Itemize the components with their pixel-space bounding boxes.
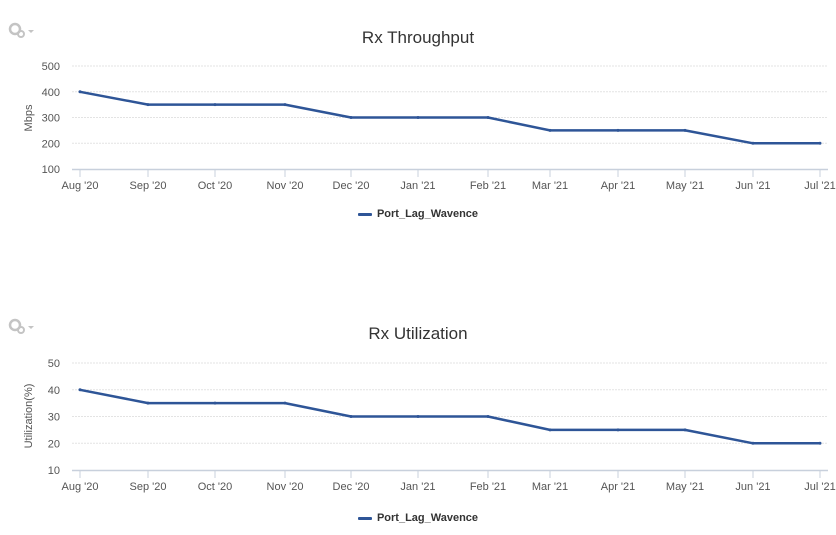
x-tick-label: May '21 xyxy=(666,481,704,493)
legend-item[interactable]: Port_Lag_Wavence xyxy=(0,512,836,524)
y-tick-label: 40 xyxy=(48,385,60,397)
y-tick-label: 50 xyxy=(48,358,60,370)
data-point[interactable] xyxy=(751,441,755,445)
legend-label: Port_Lag_Wavence xyxy=(376,512,479,525)
x-tick-label: May '21 xyxy=(666,180,704,192)
data-point[interactable] xyxy=(78,90,82,94)
x-tick-label: Feb '21 xyxy=(470,180,506,192)
gear-icon[interactable] xyxy=(8,22,36,38)
y-tick-label: 20 xyxy=(48,438,60,450)
data-point[interactable] xyxy=(548,428,552,432)
x-tick-label: Feb '21 xyxy=(470,481,506,493)
x-tick-label: Jun '21 xyxy=(735,180,770,192)
x-tick-label: Sep '20 xyxy=(130,180,167,192)
x-tick-label: Apr '21 xyxy=(601,481,636,493)
legend-label: Port_Lag_Wavence xyxy=(376,208,479,221)
data-point[interactable] xyxy=(416,116,420,119)
data-point[interactable] xyxy=(548,128,552,132)
data-point[interactable] xyxy=(78,388,82,392)
x-tick-label: Nov '20 xyxy=(267,481,304,493)
y-axis-label: Utilization(%) xyxy=(23,384,35,449)
data-point[interactable] xyxy=(213,103,217,107)
data-point[interactable] xyxy=(751,141,755,145)
data-point[interactable] xyxy=(616,128,620,132)
data-point[interactable] xyxy=(349,116,353,119)
x-tick-label: Dec '20 xyxy=(333,180,370,192)
y-tick-label: 10 xyxy=(48,465,60,477)
x-tick-label: Sep '20 xyxy=(130,481,167,493)
line-chart-rx-throughput[interactable]: 100 200 300 400 500 Aug '20 Sep '20 Oct '20 Nov … xyxy=(0,0,836,200)
x-tick-label: Mar '21 xyxy=(532,481,568,493)
data-point[interactable] xyxy=(283,103,287,107)
data-point[interactable] xyxy=(486,116,490,119)
x-tick-label: Oct '20 xyxy=(198,180,233,192)
data-point[interactable] xyxy=(416,415,420,418)
x-tick-label: Aug '20 xyxy=(62,180,99,192)
x-tick-label: Jul '21 xyxy=(804,180,835,192)
gear-icon[interactable] xyxy=(8,318,36,334)
y-tick-label: 400 xyxy=(42,87,60,99)
y-tick-label: 30 xyxy=(48,412,60,424)
y-tick-label: 500 xyxy=(42,61,60,73)
legend-swatch xyxy=(357,516,372,520)
data-point[interactable] xyxy=(616,428,620,432)
x-tick-label: Aug '20 xyxy=(62,481,99,493)
x-tick-label: Jan '21 xyxy=(400,180,435,192)
x-tick-label: Oct '20 xyxy=(198,481,233,493)
x-tick-label: Jan '21 xyxy=(400,481,435,493)
data-point[interactable] xyxy=(818,141,822,145)
y-tick-label: 200 xyxy=(42,138,60,150)
y-tick-label: 100 xyxy=(42,164,60,176)
series-line[interactable] xyxy=(79,90,820,145)
x-tick-label: Nov '20 xyxy=(267,180,304,192)
chart-panel-rx-throughput: Rx Throughput 100 200 300 400 500 Aug '20 Sep … xyxy=(0,0,836,260)
x-tick-label: Jul '21 xyxy=(804,481,835,493)
data-point[interactable] xyxy=(486,415,490,418)
x-tick-label: Mar '21 xyxy=(532,180,568,192)
data-point[interactable] xyxy=(683,128,687,132)
legend-swatch xyxy=(357,212,372,216)
data-point[interactable] xyxy=(818,441,822,445)
y-axis-label: Mbps xyxy=(23,104,35,131)
legend-item[interactable]: Port_Lag_Wavence xyxy=(0,208,836,220)
data-point[interactable] xyxy=(683,428,687,432)
data-point[interactable] xyxy=(146,401,150,405)
series-line[interactable] xyxy=(79,388,820,445)
chart-title: Rx Throughput xyxy=(361,28,475,47)
data-point[interactable] xyxy=(283,401,287,405)
data-point[interactable] xyxy=(349,415,353,418)
data-point[interactable] xyxy=(146,103,150,107)
data-point[interactable] xyxy=(213,401,217,405)
x-tick-label: Jun '21 xyxy=(735,481,770,493)
x-tick-label: Dec '20 xyxy=(333,481,370,493)
x-tick-label: Apr '21 xyxy=(601,180,636,192)
chart-title: Rx Utilization xyxy=(368,324,468,343)
y-tick-label: 300 xyxy=(42,113,60,125)
